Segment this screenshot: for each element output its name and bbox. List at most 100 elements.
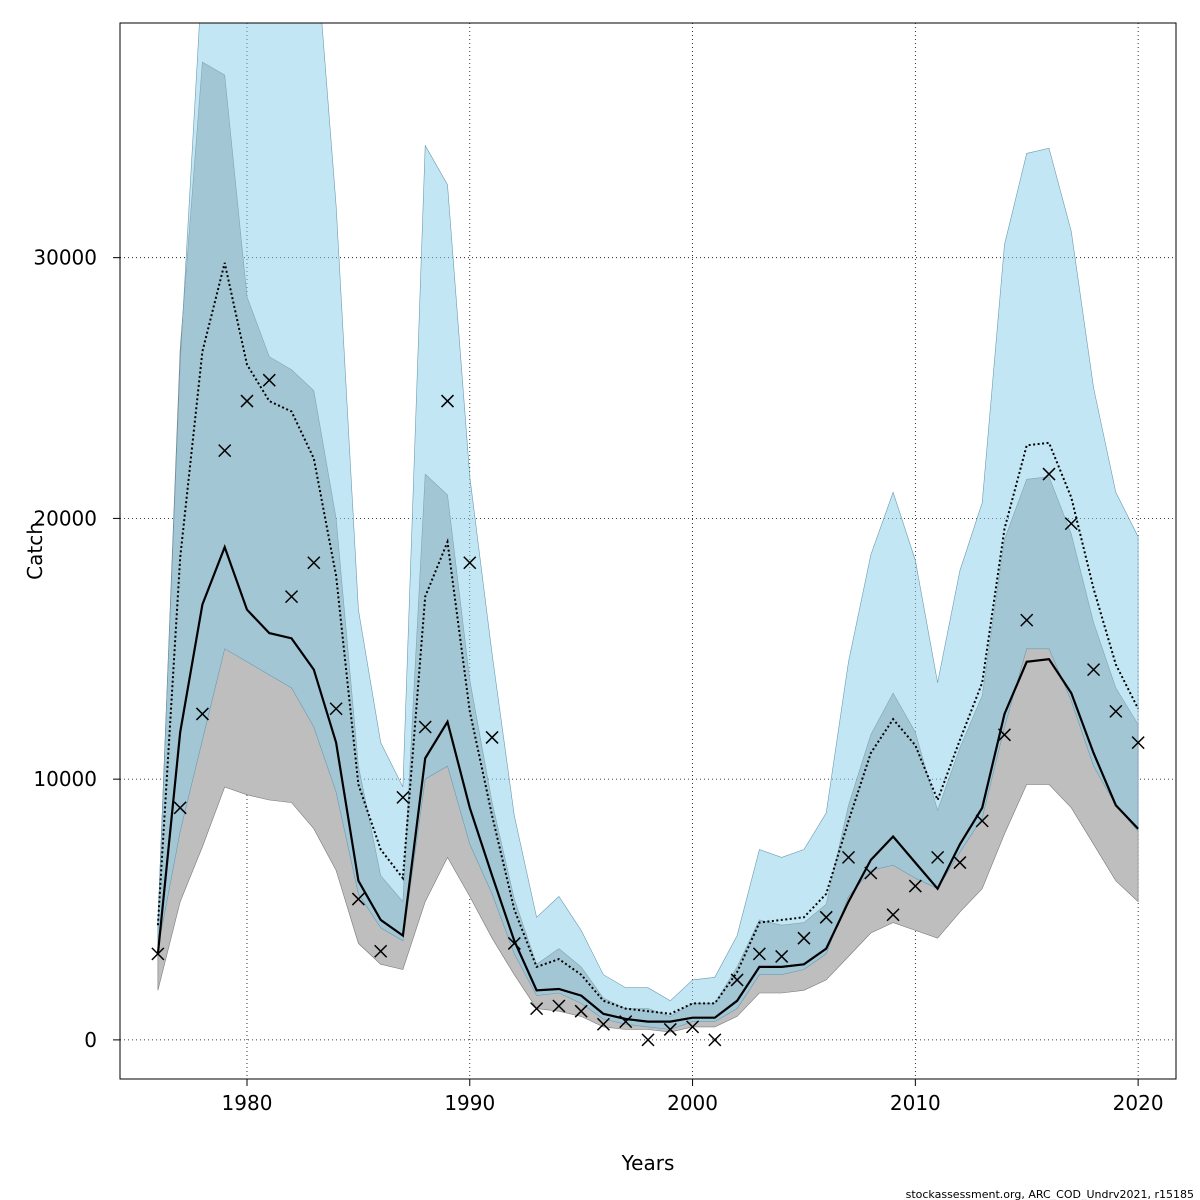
observed-point [841,850,856,864]
footer-credit: stockassessment.org, ARC_COD_Undrv2021, … [906,1188,1194,1200]
observed-point-stroke [374,944,388,958]
estimate-line [156,543,1139,1023]
observed-point-stroke [574,1004,588,1018]
y-tick-label: 30000 [33,246,97,270]
observed-point [997,728,1011,742]
x-tick-label: 2010 [890,1091,941,1115]
observed-point-stroke [173,801,187,815]
observed-point [1042,467,1056,481]
dotted-line [156,262,1139,1015]
observed-point-stroke [396,790,410,804]
observed-point-stroke [931,850,945,864]
x-axis-title: Years [621,1151,675,1175]
observed-point [596,1017,610,1031]
observed-point-stroke [596,1017,610,1031]
observed-point-stroke [329,702,343,716]
observed-point-stroke [307,556,321,570]
observed-point [864,866,878,880]
outer-band [157,23,1139,1030]
observed-point-stroke [485,730,499,744]
observed-point [307,556,321,570]
observed-point [819,910,833,924]
observed-point [908,879,922,893]
observed-point-stroke [463,556,477,570]
observed-point [285,590,299,604]
observed-point-stroke [997,728,1011,742]
observed-point-stroke [440,394,455,408]
observed-point [485,730,499,744]
x-tick-label: 2020 [1113,1091,1164,1115]
observed-point [1020,613,1034,627]
observed-point [530,1002,544,1016]
observed-point-stroke [908,879,922,893]
observed-point-stroke [864,866,878,880]
series-lines [156,262,1139,1023]
observed-point-stroke [1042,467,1056,481]
observed-point-stroke [1087,663,1101,677]
observed-point-stroke [262,373,276,387]
observed-point-stroke [240,394,254,408]
observed-point-stroke [530,1002,544,1016]
observed-point [1109,704,1123,718]
observed-point-stroke [708,1033,722,1047]
observed-point-stroke [285,590,299,604]
observed-point [240,394,254,408]
y-tick-label: 20000 [33,506,97,530]
observed-point [975,814,989,828]
x-tick-label: 1980 [222,1091,273,1115]
observed-point [886,908,900,922]
observed-point [775,949,789,963]
observed-point [329,702,343,716]
observed-point-stroke [752,947,766,961]
observed-point-stroke [552,999,566,1013]
observed-point-stroke [1131,736,1145,750]
observed-point [686,1020,700,1034]
x-axis: 1980 1990 2000 2010 2020 [222,1079,1164,1115]
observed-point-stroke [686,1020,700,1034]
observed-point [708,1033,722,1047]
observed-point [374,944,388,958]
observed-point [663,1022,677,1036]
observed-point-stroke [797,931,811,945]
confidence-bands [157,23,1139,1033]
observed-point [552,999,566,1013]
observed-point [1131,736,1145,750]
observed-point-stroke [351,892,365,906]
y-tick-label: 10000 [33,767,97,791]
y-axis-title: Catch [23,522,47,580]
observed-point-stroke [819,910,833,924]
observed-point-stroke [663,1022,677,1036]
observed-point-stroke [975,814,989,828]
observed-point-stroke [1109,704,1123,718]
observed-point [752,947,766,961]
observed-point [1064,517,1078,531]
observed-point [574,1004,588,1018]
observed-point [218,444,232,458]
observed-points [151,373,1145,1047]
observed-point [463,556,477,570]
y-axis: 0 10000 20000 30000 [33,246,120,1052]
observed-point [619,1015,633,1029]
observed-point-stroke [418,720,432,734]
observed-point [396,790,410,804]
observed-point [418,720,432,734]
observed-point-stroke [218,444,232,458]
observed-point-stroke [619,1015,633,1029]
observed-point-stroke [1020,613,1034,627]
observed-point [151,947,165,961]
observed-point-stroke [641,1033,655,1047]
x-tick-label: 2000 [667,1091,718,1115]
observed-point [730,973,744,987]
observed-point [953,856,967,870]
observed-point-stroke [151,947,165,961]
observed-point [351,892,365,906]
observed-point [173,801,187,815]
observed-point [1087,663,1101,677]
observed-point-stroke [730,973,744,987]
observed-point-stroke [841,850,856,864]
observed-point [641,1033,655,1047]
observed-point-stroke [775,949,789,963]
observed-point [440,394,455,408]
observed-point-stroke [953,856,967,870]
